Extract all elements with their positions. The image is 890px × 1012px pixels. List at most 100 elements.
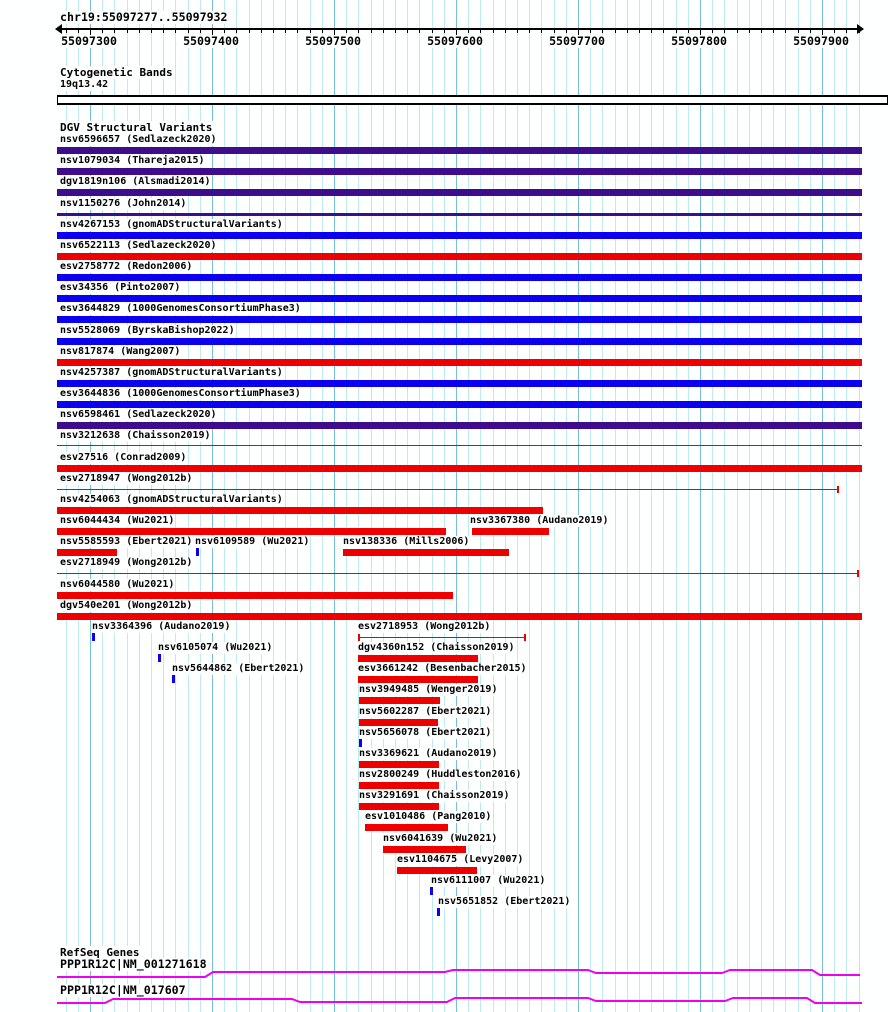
variant-bar[interactable]	[57, 465, 862, 472]
variant-bar[interactable]	[57, 592, 453, 599]
gridline-minor	[761, 0, 762, 1012]
variant-label: nsv3369621 (Audano2019)	[359, 748, 499, 760]
ruler-tick	[761, 29, 762, 33]
variant-line[interactable]	[57, 445, 862, 447]
variant-bar[interactable]	[57, 507, 543, 514]
variant-point-marker[interactable]	[359, 739, 362, 747]
variant-bar[interactable]	[57, 401, 862, 408]
variant-label: dgv1819n106 (Alsmadi2014)	[60, 176, 212, 188]
variant-bar[interactable]	[472, 528, 549, 535]
gene-intron-line[interactable]	[57, 997, 862, 1004]
gridline-minor	[248, 0, 250, 1012]
ruler-tick	[382, 29, 384, 33]
variant-bar[interactable]	[383, 846, 466, 853]
ruler-tick	[321, 29, 323, 33]
gridline-minor	[541, 0, 543, 1012]
variant-bar[interactable]	[57, 316, 862, 323]
ruler-tick	[443, 29, 445, 33]
variant-bar[interactable]	[397, 867, 477, 874]
variant-bar[interactable]	[57, 613, 862, 620]
variant-point-marker[interactable]	[158, 654, 161, 662]
ruler-tick	[834, 29, 836, 33]
ruler-tick	[102, 29, 104, 33]
variant-bar[interactable]	[57, 549, 117, 556]
ruler-tick	[504, 29, 506, 33]
variant-line[interactable]	[57, 489, 838, 491]
variant-bar[interactable]	[365, 824, 448, 831]
gridline-major	[700, 0, 701, 1012]
ruler-tick	[809, 29, 811, 33]
variant-line[interactable]	[57, 213, 862, 216]
gridline-major	[578, 0, 579, 1012]
variant-bar[interactable]	[57, 380, 862, 387]
variant-label: nsv6109589 (Wu2021)	[195, 536, 311, 548]
ruler-tick-label: 55097300	[61, 34, 119, 48]
ruler-tick	[517, 29, 518, 33]
variant-label: esv1104675 (Levy2007)	[397, 854, 525, 866]
variant-line[interactable]	[57, 573, 858, 575]
variant-bar[interactable]	[57, 422, 862, 429]
gridline-minor	[773, 0, 775, 1012]
ruler-tick	[431, 29, 433, 33]
variant-label: nsv5644862 (Ebert2021)	[172, 663, 306, 675]
variant-bar[interactable]	[57, 295, 862, 302]
variant-bar[interactable]	[359, 761, 439, 768]
ruler-tick	[602, 29, 604, 33]
variant-bar[interactable]	[359, 803, 439, 810]
gridline-major	[212, 0, 213, 1012]
variant-line[interactable]	[358, 637, 525, 639]
variant-bar[interactable]	[343, 549, 509, 556]
gridline-minor	[504, 0, 506, 1012]
variant-bar[interactable]	[57, 338, 862, 345]
variant-label: nsv138336 (Mills2006)	[343, 536, 471, 548]
ruler-tick	[395, 29, 396, 33]
gridline-minor	[687, 0, 689, 1012]
variant-label: nsv4254063 (gnomADStructuralVariants)	[60, 494, 284, 506]
variant-point-marker[interactable]	[92, 633, 95, 641]
gridline-minor	[736, 0, 738, 1012]
variant-label: nsv6044580 (Wu2021)	[60, 579, 176, 591]
gridline-minor	[712, 0, 714, 1012]
ruler-tick	[626, 29, 628, 33]
variant-bar[interactable]	[359, 719, 438, 726]
variant-label: nsv6598461 (Sedlazeck2020)	[60, 409, 218, 421]
ruler-tick	[151, 29, 152, 33]
gridline-minor	[187, 0, 189, 1012]
ruler-tick	[651, 29, 653, 33]
gridline-minor	[809, 0, 811, 1012]
variant-bar[interactable]	[358, 655, 478, 662]
ruler-tick	[346, 29, 348, 33]
variant-label: nsv817874 (Wang2007)	[60, 346, 182, 358]
variant-bar[interactable]	[57, 168, 862, 175]
variant-bar[interactable]	[57, 253, 862, 260]
gridline-minor	[114, 0, 116, 1012]
ruler-tick	[663, 29, 665, 33]
variant-bar[interactable]	[358, 676, 478, 683]
variant-label: esv1010486 (Pang2010)	[365, 811, 493, 823]
variant-point-marker[interactable]	[172, 675, 175, 683]
variant-bar[interactable]	[359, 697, 440, 704]
variant-bar[interactable]	[57, 189, 862, 196]
variant-bar[interactable]	[57, 232, 862, 239]
variant-label: nsv3367380 (Audano2019)	[470, 515, 610, 527]
variant-point-marker[interactable]	[196, 548, 199, 556]
gridline-minor	[553, 0, 555, 1012]
variant-bar[interactable]	[359, 782, 439, 789]
ruler-tick	[236, 29, 238, 33]
variant-point-marker[interactable]	[437, 908, 440, 916]
section-header-dgv: DGV Structural Variants	[60, 121, 215, 134]
ruler-tick	[590, 29, 592, 33]
variant-point-marker[interactable]	[430, 887, 433, 895]
gridline-minor	[395, 0, 396, 1012]
gene-intron-line[interactable]	[57, 969, 860, 978]
variant-label: nsv5656078 (Ebert2021)	[359, 727, 493, 739]
variant-bar[interactable]	[57, 528, 446, 535]
ruler-tick	[65, 29, 67, 33]
gridline-minor	[382, 0, 384, 1012]
ruler-tick	[90, 29, 91, 36]
variant-bar[interactable]	[57, 147, 862, 154]
variant-bar[interactable]	[57, 274, 862, 281]
ruler-tick	[480, 29, 482, 33]
cytoband-rect[interactable]	[57, 95, 888, 105]
variant-bar[interactable]	[57, 359, 862, 366]
